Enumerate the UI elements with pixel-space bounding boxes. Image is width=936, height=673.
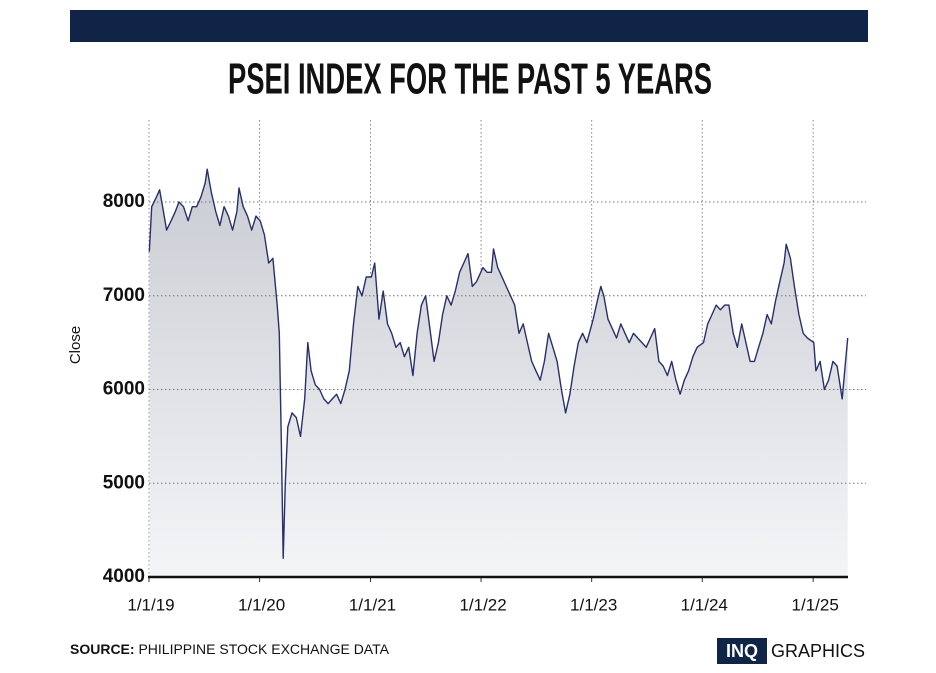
y-tick-label: 5000 bbox=[103, 472, 145, 493]
x-tick-label: 1/1/19 bbox=[127, 595, 174, 614]
logo-text: GRAPHICS bbox=[771, 641, 865, 661]
logo-box-text: INQ bbox=[726, 641, 758, 661]
chart-title: PSEI INDEX FOR THE PAST 5 YEARS bbox=[228, 55, 712, 104]
source: SOURCE: PHILIPPINE STOCK EXCHANGE DATA bbox=[70, 641, 390, 657]
x-tick-label: 1/1/22 bbox=[459, 595, 506, 614]
x-tick-label: 1/1/24 bbox=[681, 595, 728, 614]
logo-box bbox=[717, 638, 767, 664]
price-line bbox=[148, 168, 849, 559]
y-tick-label: 6000 bbox=[103, 379, 145, 400]
y-axis-label: Close bbox=[67, 326, 84, 364]
area-fill bbox=[149, 169, 848, 577]
x-tick-label: 1/1/25 bbox=[792, 595, 839, 614]
y-tick-label: 7000 bbox=[103, 285, 145, 306]
y-tick-label: 8000 bbox=[103, 191, 145, 212]
x-tick-label: 1/1/23 bbox=[570, 595, 617, 614]
y-tick-label: 4000 bbox=[103, 566, 145, 587]
x-tick-label: 1/1/20 bbox=[238, 595, 285, 614]
x-tick-label: 1/1/21 bbox=[349, 595, 396, 614]
source-text: PHILIPPINE STOCK EXCHANGE DATA bbox=[138, 641, 389, 657]
source-label: SOURCE: bbox=[70, 641, 135, 657]
header-bar bbox=[70, 10, 868, 42]
